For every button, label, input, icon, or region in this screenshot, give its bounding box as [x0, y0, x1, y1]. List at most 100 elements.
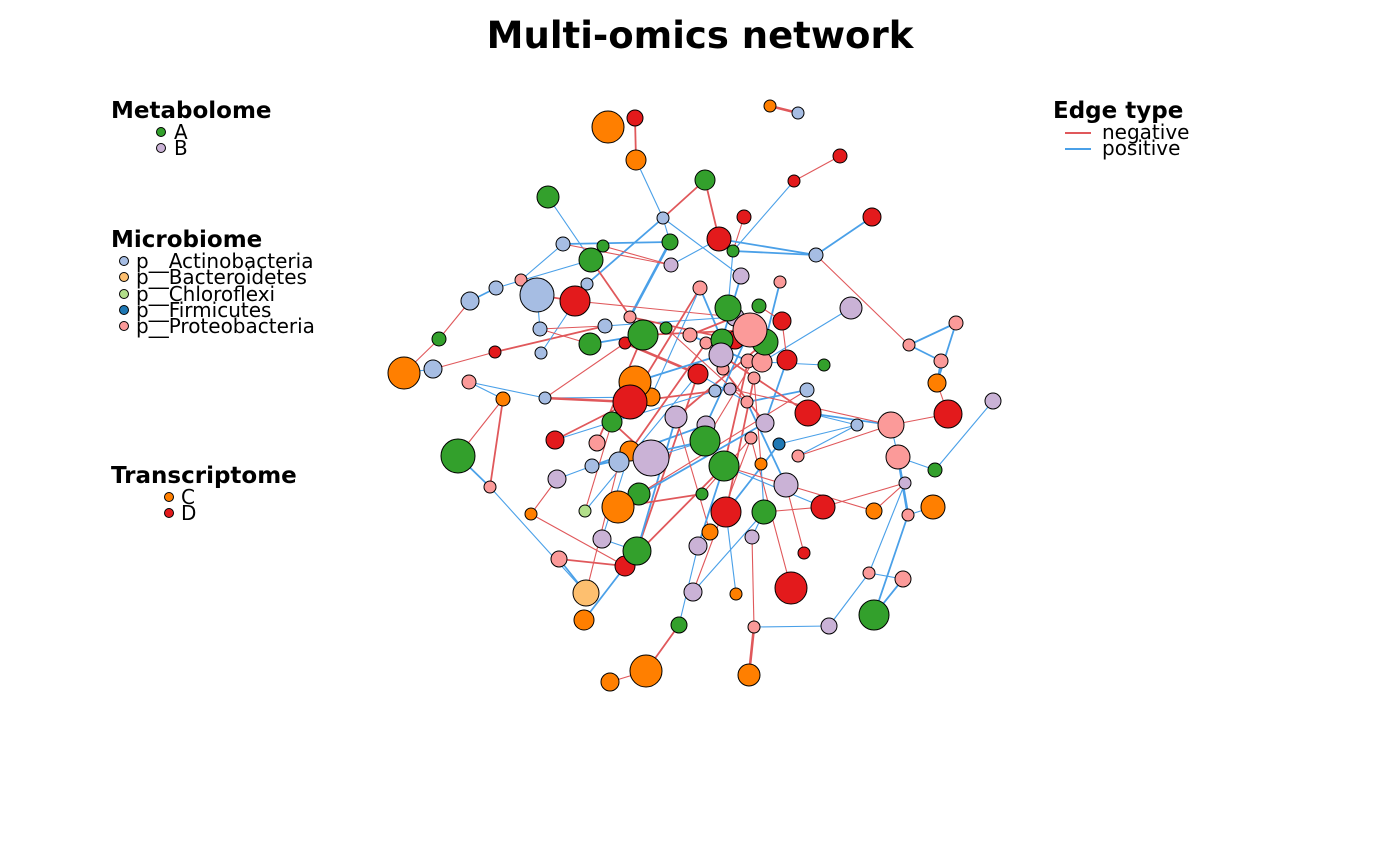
edge-positive — [908, 322, 957, 346]
network-node — [885, 444, 911, 470]
network-node — [591, 110, 625, 144]
edge-negative — [751, 536, 755, 628]
legend-label-firmicutes: p__Firmicutes — [136, 297, 272, 322]
network-node — [683, 582, 703, 602]
network-node — [729, 587, 743, 601]
network-node — [572, 579, 600, 607]
edge-positive — [489, 486, 587, 594]
network-node — [627, 319, 659, 351]
legend-item-c: C — [164, 486, 297, 508]
network-node — [732, 312, 768, 348]
edge-positive — [753, 625, 830, 628]
network-node — [559, 285, 591, 317]
network-node — [901, 508, 915, 522]
network-node — [808, 247, 824, 263]
network-node — [483, 480, 497, 494]
network-node — [706, 226, 732, 252]
edge-negative — [723, 465, 875, 512]
edge-positive — [628, 241, 672, 318]
legend-item-positive: positive — [1065, 137, 1183, 159]
network-node — [794, 399, 822, 427]
legend-swatch-d — [164, 508, 174, 519]
legend-line-positive — [1065, 148, 1091, 151]
legend-metabolome-title: Metabolome — [111, 98, 272, 124]
network-node — [920, 494, 946, 520]
edge-positive — [746, 401, 787, 486]
edge-negative — [675, 416, 711, 533]
edge-negative — [489, 398, 504, 488]
legend-item-bacteroidetes: p__Bacteroidetes — [119, 266, 307, 288]
network-node — [626, 109, 644, 127]
network-node — [656, 211, 670, 225]
network-node — [461, 374, 477, 390]
legend-label-d: D — [181, 501, 197, 526]
network-node — [488, 345, 502, 359]
network-node — [664, 405, 688, 429]
network-node — [580, 277, 594, 291]
network-node — [612, 384, 648, 420]
network-node — [538, 391, 552, 405]
edge-negative — [530, 513, 626, 567]
legend-swatch-actinobacteria — [119, 256, 129, 266]
network-node — [763, 99, 777, 113]
network-node — [772, 437, 786, 451]
network-node — [744, 431, 758, 445]
network-node — [810, 494, 836, 520]
network-node — [588, 434, 606, 452]
network-node — [534, 346, 548, 360]
network-node — [791, 449, 805, 463]
network-node — [555, 236, 571, 252]
network-node — [774, 571, 808, 605]
network-node — [460, 291, 480, 311]
network-node — [440, 438, 476, 474]
edge-negative — [815, 254, 910, 346]
network-node — [850, 418, 864, 432]
legend-edge-title: Edge type — [1053, 98, 1184, 124]
edge-positive — [732, 250, 817, 256]
edge-positive — [778, 424, 858, 445]
network-node — [744, 529, 760, 545]
network-node — [596, 239, 610, 253]
network-node — [632, 439, 670, 477]
network-node — [495, 391, 511, 407]
legend-label-c: C — [181, 485, 195, 509]
network-node — [773, 472, 799, 498]
legend-swatch-a — [156, 127, 166, 137]
network-node — [839, 296, 863, 320]
network-node — [514, 273, 528, 287]
legend-swatch-proteobacteria — [119, 321, 129, 332]
network-node — [670, 616, 688, 634]
network-node — [692, 280, 708, 296]
legend-item-b: B — [156, 137, 272, 159]
network-node — [623, 310, 637, 324]
network-node — [532, 321, 548, 337]
nodes — [387, 99, 1002, 692]
legend-microbiome: Microbiome p__Actinobacteria p__Bacteroi… — [111, 226, 315, 337]
network-node — [708, 384, 722, 398]
network-node — [797, 546, 811, 560]
network-node — [578, 247, 604, 273]
edge-negative — [602, 245, 672, 266]
edge-positive — [934, 400, 994, 471]
network-node — [550, 550, 568, 568]
network-node — [687, 363, 709, 385]
network-node — [708, 450, 740, 482]
legend-swatch-c — [164, 492, 174, 502]
edge-negative — [797, 424, 892, 457]
network-node — [578, 332, 602, 356]
edge-positive — [662, 217, 742, 277]
legend-transcriptome: Transcriptome C D — [111, 462, 297, 526]
network-node — [578, 504, 592, 518]
edge-positive — [692, 511, 765, 593]
edge-positive — [635, 159, 664, 219]
edge-positive — [547, 196, 592, 261]
edge-positive — [815, 216, 873, 256]
network-node — [689, 425, 721, 457]
edge-negative — [574, 300, 736, 318]
edge-negative — [562, 243, 672, 266]
legend-label-bacteroidetes: p__Bacteroidetes — [136, 265, 307, 290]
network-node — [894, 570, 912, 588]
network-node — [737, 663, 761, 687]
network-node — [694, 169, 716, 191]
